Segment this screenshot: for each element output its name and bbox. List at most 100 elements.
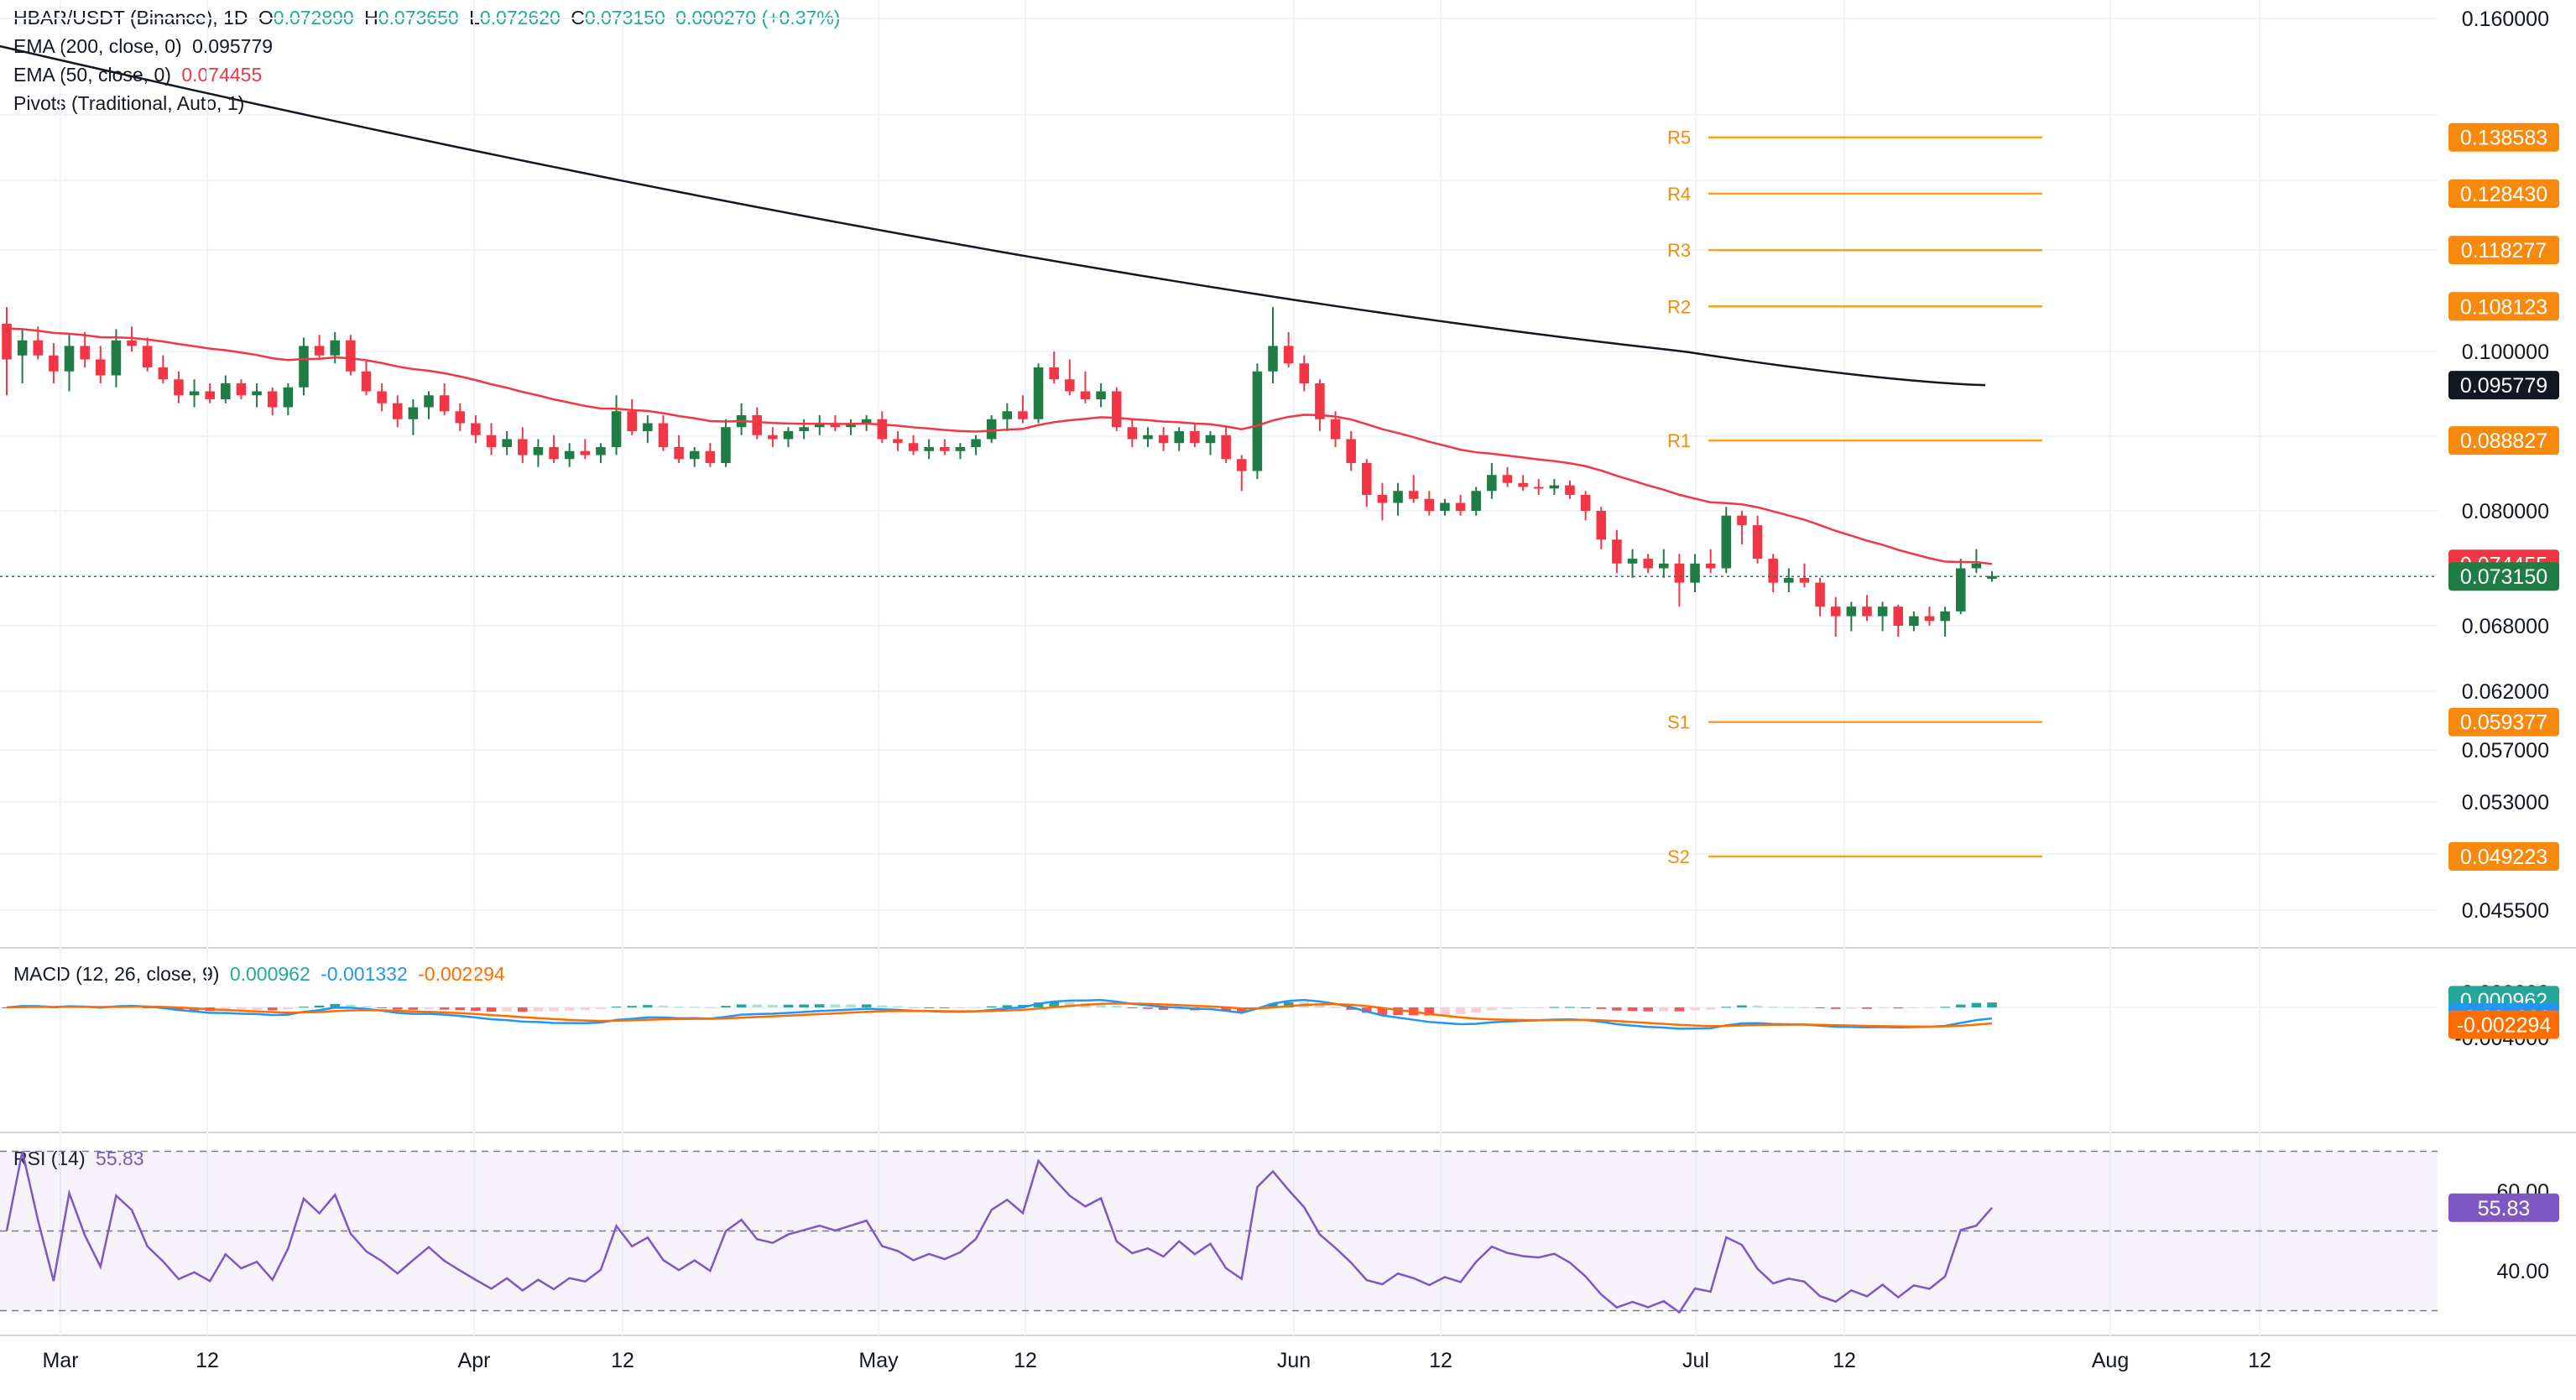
macd-histogram-bar xyxy=(1502,1007,1513,1009)
macd-histogram-bar xyxy=(1690,1007,1700,1011)
macd-histogram-bar xyxy=(1658,1007,1669,1012)
macd-histogram-bar xyxy=(940,1007,950,1008)
macd-histogram-bar xyxy=(861,1004,872,1007)
candle-body xyxy=(643,423,653,431)
candle-body xyxy=(1143,435,1153,440)
macd-histogram-bar xyxy=(971,1007,981,1008)
macd-histogram-bar xyxy=(1049,1002,1059,1007)
macd-histogram-bar xyxy=(314,1005,325,1007)
price-badge xyxy=(2448,707,2559,736)
macd-histogram-bar xyxy=(455,1007,466,1011)
macd-histogram-bar xyxy=(908,1007,919,1008)
candle-body xyxy=(1940,611,1950,622)
pivots-label: Pivots (Traditional, Auto, 1) xyxy=(13,92,245,114)
candle-body xyxy=(471,423,481,435)
candle-body xyxy=(1752,525,1763,559)
time-axis-tick: 12 xyxy=(611,1349,634,1372)
macd-histogram-bar xyxy=(471,1007,481,1012)
time-axis-tick: 12 xyxy=(1429,1349,1452,1372)
candle-body xyxy=(189,391,200,396)
macd-histogram-bar xyxy=(752,1004,763,1007)
macd-badge xyxy=(2448,1010,2559,1039)
candle-body xyxy=(564,450,575,460)
ema50-line xyxy=(6,327,1993,565)
macd-histogram-bar xyxy=(1377,1007,1388,1015)
candle-body xyxy=(424,395,434,408)
candle-body xyxy=(1283,346,1294,364)
candle-body xyxy=(392,403,403,419)
macd-histogram-bar xyxy=(408,1007,419,1010)
candle-body xyxy=(1971,563,1982,569)
price-badge-text: 0.049223 xyxy=(2460,846,2547,869)
macd-histogram-bar xyxy=(1440,1007,1450,1015)
price-badge-text: 0.128430 xyxy=(2460,183,2547,206)
candle-body xyxy=(674,447,684,460)
candle-body xyxy=(174,379,184,396)
candle-body xyxy=(799,427,809,431)
macd-histogram-bar xyxy=(1893,1007,1903,1009)
candle-body xyxy=(580,450,591,455)
candle-body xyxy=(236,383,247,396)
candle-body xyxy=(1815,582,1825,607)
macd-histogram-bar xyxy=(1315,1004,1325,1007)
pivot-label-r1: R1 xyxy=(1667,430,1691,451)
macd-histogram-bar xyxy=(1643,1007,1653,1012)
macd-histogram-bar xyxy=(424,1007,434,1010)
pivots-legend-row: Pivots (Traditional, Auto, 1) xyxy=(13,89,845,117)
candle-body xyxy=(1643,559,1653,569)
pivot-label-s2: S2 xyxy=(1667,846,1690,867)
candle-body xyxy=(1111,391,1122,428)
candle-body xyxy=(1174,431,1185,444)
price-axis-tick: 0.062000 xyxy=(2462,680,2549,704)
candle-body xyxy=(96,359,106,376)
macd-histogram-bar xyxy=(1362,1007,1372,1013)
macd-line-value: -0.001332 xyxy=(321,963,408,985)
pivot-label-r5: R5 xyxy=(1667,128,1691,148)
macd-histogram-bar xyxy=(267,1007,278,1011)
price-badge-text: 0.118277 xyxy=(2461,239,2547,263)
rsi-badge-text: 55.83 xyxy=(2478,1197,2531,1220)
macd-histogram-bar xyxy=(283,1007,294,1010)
candle-body xyxy=(377,391,387,403)
macd-histogram-bar xyxy=(1018,1005,1028,1007)
candle-body xyxy=(1784,577,1794,583)
macd-histogram-bar xyxy=(1268,1003,1278,1007)
macd-histogram-bar xyxy=(1752,1005,1763,1007)
macd-histogram-bar xyxy=(924,1007,934,1008)
time-axis-tick: May xyxy=(858,1349,899,1372)
macd-histogram-bar xyxy=(799,1004,809,1007)
candle-body xyxy=(955,447,966,451)
candle-body xyxy=(205,391,215,399)
macd-histogram-bar xyxy=(721,1006,731,1007)
macd-histogram-bar xyxy=(2,1007,12,1008)
candle-body xyxy=(267,391,278,408)
candle-body xyxy=(1549,485,1560,489)
candle-body xyxy=(1487,475,1497,492)
price-badge-text: 0.088827 xyxy=(2460,429,2547,453)
price-badge xyxy=(2448,292,2559,321)
price-axis-tick: 0.053000 xyxy=(2462,791,2549,814)
candle-body xyxy=(971,439,981,447)
rsi-axis-tick: 40.00 xyxy=(2496,1260,2549,1283)
price-badge-text: 0.095779 xyxy=(2460,374,2547,398)
candle-body xyxy=(1408,491,1419,499)
macd-histogram-bar xyxy=(955,1007,966,1008)
candle-body xyxy=(64,346,75,372)
price-axis-tick: 0.160000 xyxy=(2462,8,2549,31)
candle-body xyxy=(1893,606,1903,626)
macd-histogram-bar xyxy=(174,1007,184,1011)
ema200-label: EMA (200, close, 0) xyxy=(13,35,182,57)
macd-histogram-bar xyxy=(439,1007,450,1010)
macd-histogram-bar xyxy=(627,1006,637,1007)
ema200-line xyxy=(0,44,1986,387)
macd-histogram-bar xyxy=(877,1005,888,1007)
candle-body xyxy=(1612,539,1622,564)
macd-histogram-bar xyxy=(1674,1007,1685,1012)
candle-body xyxy=(611,411,622,447)
macd-histogram-bar xyxy=(502,1007,512,1012)
rsi-band xyxy=(0,1151,2438,1311)
candle-body xyxy=(1565,485,1575,495)
candle-body xyxy=(861,419,872,424)
macd-histogram-bar xyxy=(142,1007,153,1008)
